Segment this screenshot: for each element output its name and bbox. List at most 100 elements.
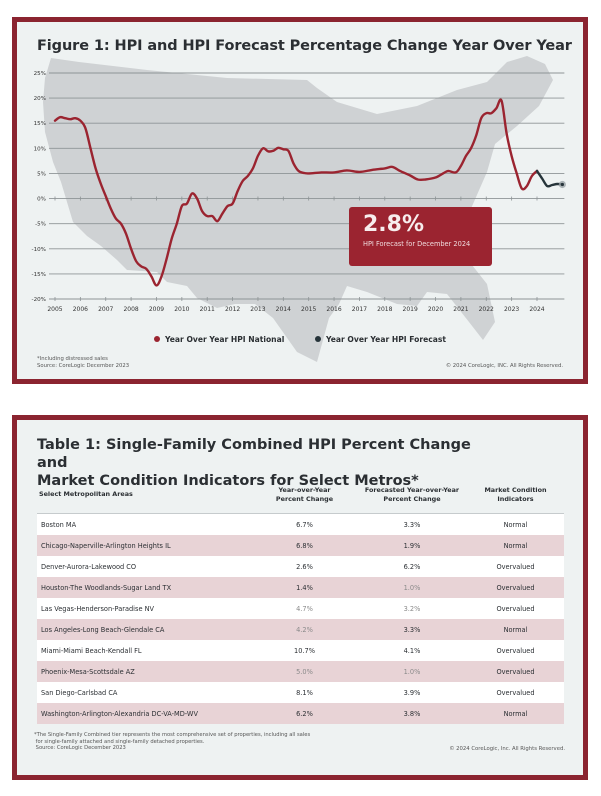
cell-metro: Boston MA	[37, 513, 252, 535]
legend-label: Year Over Year HPI Forecast	[325, 335, 446, 344]
table-row: Washington-Arlington-Alexandria DC-VA-MD…	[37, 703, 564, 724]
cell-forecast: 3.3%	[357, 513, 467, 535]
y-tick-label: 25%	[34, 71, 46, 77]
x-tick-label: 2022	[479, 306, 494, 313]
table-title-line: Market Condition Indicators for Select M…	[37, 473, 419, 489]
y-tick-label: 20%	[34, 96, 46, 102]
series-line-forecast	[535, 169, 564, 188]
x-tick-label: 2015	[301, 306, 316, 313]
cell-metro: Houston-The Woodlands-Sugar Land TX	[37, 577, 252, 598]
x-tick-label: 2018	[377, 306, 392, 313]
figure-footnote: *Including distressed sales Source: Core…	[37, 356, 129, 370]
footnote-line: Source: CoreLogic December 2023	[34, 745, 126, 752]
y-tick-label: -20%	[32, 297, 46, 303]
table-row: Los Angeles-Long Beach-Glendale CA 4.2% …	[37, 619, 564, 640]
footnote-line: for single-family attached and single-fa…	[34, 738, 205, 745]
cell-yoy: 8.1%	[252, 682, 357, 703]
callout-label: HPI Forecast for December 2024	[363, 240, 471, 248]
x-tick-label: 2021	[453, 306, 468, 313]
x-tick-label: 2020	[428, 306, 443, 313]
x-tick-label: 2010	[174, 306, 189, 313]
cell-yoy: 2.6%	[252, 556, 357, 577]
legend-label: Year Over Year HPI National	[164, 335, 285, 344]
cell-indicator: Overvalued	[467, 577, 564, 598]
column-header-indicator: Market Condition Indicators	[467, 486, 564, 514]
cell-forecast: 1.0%	[357, 577, 467, 598]
cell-indicator: Overvalued	[467, 556, 564, 577]
x-tick-label: 2007	[98, 306, 113, 313]
cell-forecast: 3.3%	[357, 619, 467, 640]
legend-item-national: Year Over Year HPI National	[153, 335, 285, 344]
table-row: Phoenix-Mesa-Scottsdale AZ 5.0% 1.0% Ove…	[37, 661, 564, 682]
figure-panel: 25% 20% 15% 10% 5% 0% -5% -10% -15% -20% 2005 2006…	[12, 17, 588, 384]
cell-forecast: 1.9%	[357, 535, 467, 556]
cell-metro: Phoenix-Mesa-Scottsdale AZ	[37, 661, 252, 682]
us-map-silhouette	[43, 56, 553, 362]
column-header-forecast: Forecasted Year-over-Year Percent Change	[357, 486, 467, 514]
cell-indicator: Normal	[467, 619, 564, 640]
x-tick-label: 2011	[200, 306, 215, 313]
y-axis-ticks: 25% 20% 15% 10% 5% 0% -5% -10% -15% -20%	[32, 71, 46, 303]
cell-yoy: 6.8%	[252, 535, 357, 556]
table-row: San Diego-Carlsbad CA 8.1% 3.9% Overvalu…	[37, 682, 564, 703]
cell-forecast: 3.8%	[357, 703, 467, 724]
cell-metro: Washington-Arlington-Alexandria DC-VA-MD…	[37, 703, 252, 724]
cell-indicator: Overvalued	[467, 640, 564, 661]
table-row: Denver-Aurora-Lakewood CO 2.6% 6.2% Over…	[37, 556, 564, 577]
cell-indicator: Overvalued	[467, 682, 564, 703]
figure-title: Figure 1: HPI and HPI Forecast Percentag…	[37, 38, 572, 54]
cell-indicator: Overvalued	[467, 661, 564, 682]
column-header-yoy: Year-over-Year Percent Change	[252, 486, 357, 514]
cell-forecast: 6.2%	[357, 556, 467, 577]
table-header-row: Select Metropolitan Areas Year-over-Year…	[37, 486, 564, 514]
table-row: Boston MA 6.7% 3.3% Normal	[37, 513, 564, 535]
cell-yoy: 10.7%	[252, 640, 357, 661]
y-tick-label: 5%	[37, 171, 46, 177]
cell-metro: San Diego-Carlsbad CA	[37, 682, 252, 703]
table-copyright: © 2024 CoreLogic, Inc. All Rights Reserv…	[449, 746, 565, 752]
x-tick-label: 2024	[529, 306, 544, 313]
series-line-national	[53, 98, 539, 287]
x-tick-label: 2014	[276, 306, 291, 313]
y-tick-label: 0%	[37, 197, 46, 203]
cell-indicator: Overvalued	[467, 598, 564, 619]
chart-legend: Year Over Year HPI National Year Over Ye…	[17, 335, 583, 344]
x-tick-label: 2009	[149, 306, 164, 313]
x-tick-label: 2017	[352, 306, 367, 313]
cell-forecast: 4.1%	[357, 640, 467, 661]
cell-forecast: 1.0%	[357, 661, 467, 682]
x-tick-label: 2006	[73, 306, 88, 313]
x-tick-label: 2023	[504, 306, 519, 313]
x-tick-label: 2019	[403, 306, 418, 313]
x-tick-label: 2016	[326, 306, 341, 313]
x-tick-label: 2005	[47, 306, 62, 313]
legend-dot-forecast-icon	[314, 336, 321, 342]
cell-metro: Las Vegas-Henderson-Paradise NV	[37, 598, 252, 619]
y-tick-label: 15%	[34, 121, 46, 127]
cell-yoy: 6.7%	[252, 513, 357, 535]
cell-metro: Denver-Aurora-Lakewood CO	[37, 556, 252, 577]
footnote-line: Source: CoreLogic December 2023	[37, 363, 130, 369]
cell-yoy: 4.7%	[252, 598, 357, 619]
figure-copyright: © 2024 CoreLogic, INC. All Rights Reserv…	[445, 363, 563, 369]
cell-indicator: Normal	[467, 513, 564, 535]
table-title-line: Table 1: Single-Family Combined HPI Perc…	[37, 437, 471, 471]
metro-hpi-table: Select Metropolitan Areas Year-over-Year…	[37, 486, 564, 724]
x-axis-ticks: 2005 2006 2007 2008 2009 2010 2011 2012 2013 2014…	[47, 196, 545, 313]
cell-forecast: 3.9%	[357, 682, 467, 703]
table-panel: Table 1: Single-Family Combined HPI Perc…	[12, 415, 588, 780]
x-tick-label: 2008	[123, 306, 138, 313]
cell-metro: Chicago-Naperville-Arlington Heights IL	[37, 535, 252, 556]
gridlines	[49, 72, 565, 300]
forecast-endpoint-marker	[560, 182, 564, 187]
forecast-callout: 2.8% HPI Forecast for December 2024	[349, 207, 492, 266]
x-tick-label: 2013	[250, 306, 265, 313]
cell-yoy: 1.4%	[252, 577, 357, 598]
column-header-metro: Select Metropolitan Areas	[37, 486, 252, 514]
footnote-line: *Including distressed sales	[37, 356, 108, 362]
footnote-line: *The Single-Family Combined tier represe…	[34, 732, 311, 738]
cell-forecast: 3.2%	[357, 598, 467, 619]
cell-yoy: 4.2%	[252, 619, 357, 640]
table-row: Houston-The Woodlands-Sugar Land TX 1.4%…	[37, 577, 564, 598]
cell-yoy: 5.0%	[252, 661, 357, 682]
